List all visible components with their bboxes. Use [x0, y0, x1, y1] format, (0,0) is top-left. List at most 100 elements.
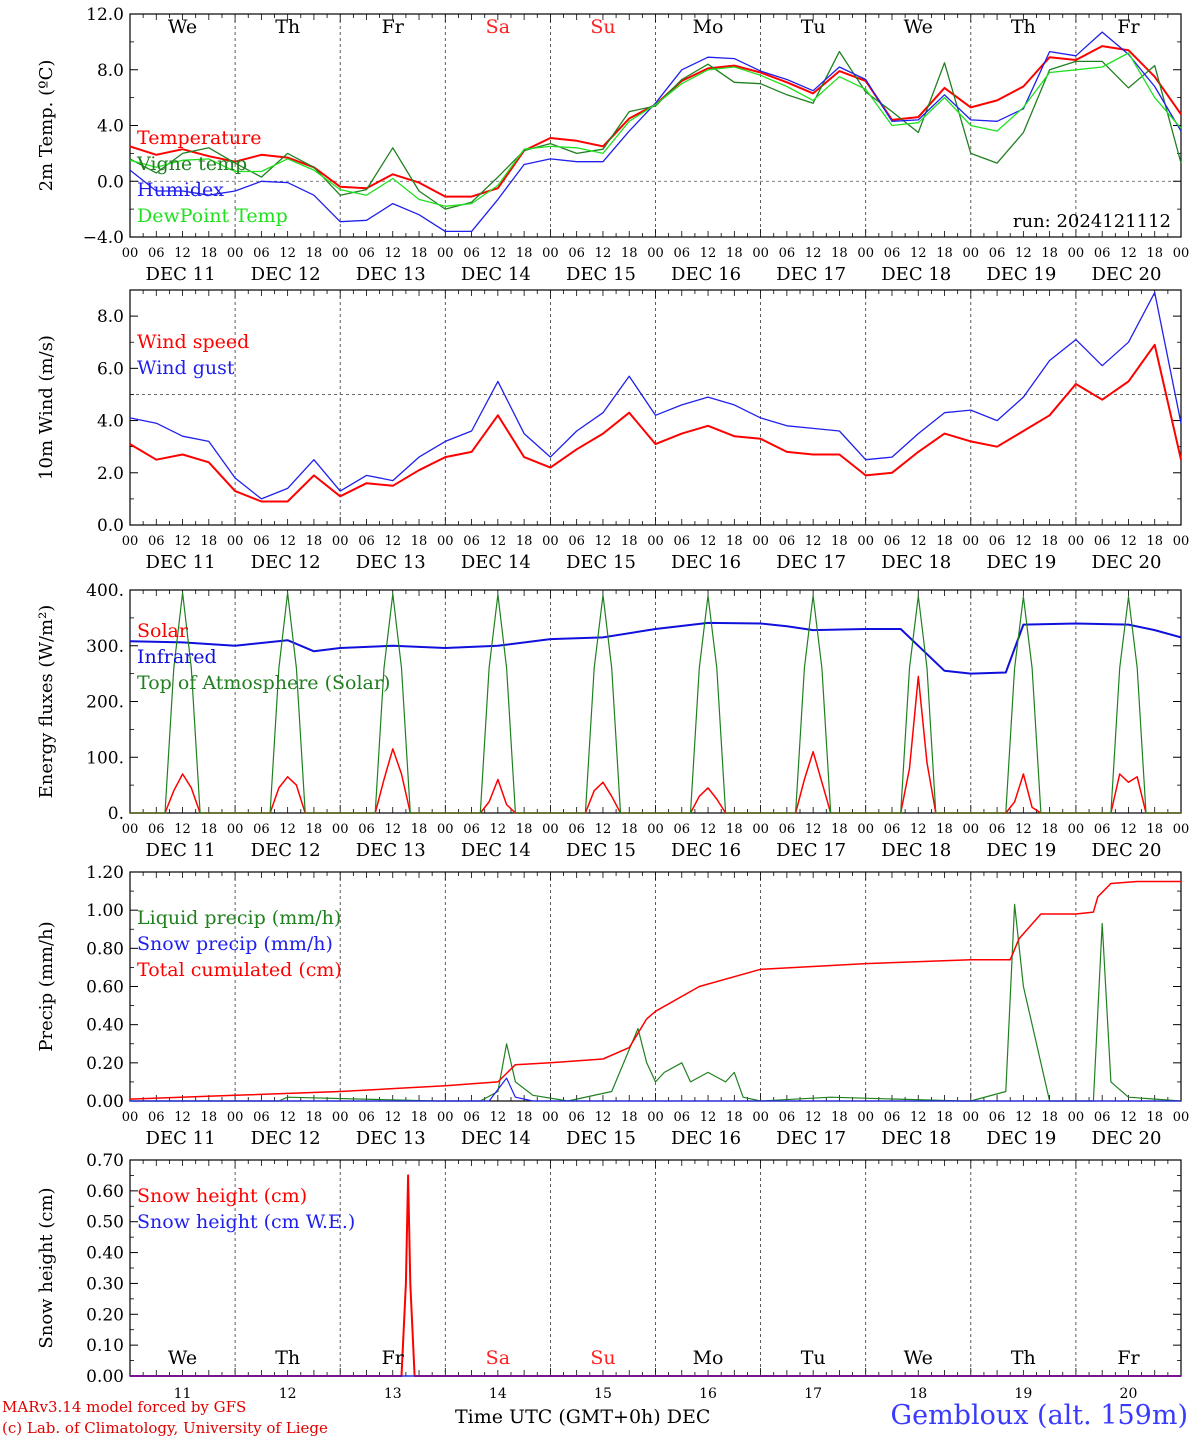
hour-tick-label: 06	[568, 1110, 585, 1125]
y-tick-label: −4.0	[83, 228, 124, 248]
hour-tick-label: 06	[674, 246, 691, 261]
date-label: DEC 11	[146, 1128, 216, 1149]
weekday-label: Fr	[1117, 16, 1140, 38]
series-wind-gust	[129, 291, 1182, 500]
hour-tick-label: 18	[516, 534, 533, 549]
hour-tick-label: 12	[805, 822, 822, 837]
hour-tick-label: 12	[279, 246, 296, 261]
hour-tick-label: 18	[726, 246, 743, 261]
y-tick-label: 0.30	[86, 1274, 124, 1294]
hour-tick-label: 18	[201, 822, 218, 837]
hour-tick-label: 00	[857, 246, 874, 261]
hour-tick-label: 12	[700, 822, 717, 837]
hour-tick-label: 18	[201, 246, 218, 261]
hour-tick-label: 06	[253, 822, 270, 837]
hour-tick-label: 12	[595, 1110, 612, 1125]
hour-tick-label: 18	[831, 534, 848, 549]
hour-tick-label: 00	[963, 822, 980, 837]
hour-tick-label: 12	[174, 246, 191, 261]
hour-tick-label: 06	[674, 1110, 691, 1125]
date-label: DEC 15	[566, 1128, 636, 1149]
y-tick-label: 8.0	[97, 61, 124, 81]
y-tick-label: 0.60	[86, 1182, 124, 1202]
weekday-label: Tu	[801, 16, 826, 38]
hour-tick-label: 18	[411, 1110, 428, 1125]
day-number-label: 13	[384, 1386, 402, 1402]
series-solar	[130, 675, 1181, 814]
hour-tick-label: 06	[779, 1110, 796, 1125]
hour-tick-label: 06	[989, 1110, 1006, 1125]
day-number-label: 15	[594, 1386, 612, 1402]
weekday-label: Fr	[382, 1347, 405, 1369]
hour-tick-label: 06	[779, 822, 796, 837]
y-tick-label: 0.0	[97, 172, 124, 192]
day-number-label: 20	[1120, 1386, 1138, 1402]
panel-5: 0.00 0.10 0.20 0.30 0.40 0.50 0.60 0.70 Snow hei…	[36, 1151, 1182, 1402]
hour-tick-label: 18	[726, 822, 743, 837]
date-label: DEC 15	[566, 264, 636, 285]
hour-tick-label: 18	[411, 534, 428, 549]
hour-tick-label: 12	[174, 1110, 191, 1125]
legend-entry: Wind gust	[137, 357, 235, 379]
date-label: DEC 15	[566, 552, 636, 573]
hour-tick-label: 12	[174, 822, 191, 837]
hour-tick-label: 00	[752, 246, 769, 261]
series-infrared	[129, 621, 1182, 675]
hour-tick-label: 00	[332, 1110, 349, 1125]
hour-tick-label: 00	[332, 246, 349, 261]
panel-2: 0.0 2.0 4.0 6.0 8.0 10m Wind (m/s) Wind speed W…	[36, 289, 1189, 573]
date-label: DEC 16	[671, 264, 741, 285]
hour-tick-label: 06	[253, 534, 270, 549]
date-label: DEC 17	[776, 840, 846, 861]
date-label: DEC 13	[356, 264, 426, 285]
hour-tick-label: 18	[831, 246, 848, 261]
hour-tick-label: 18	[936, 1110, 953, 1125]
weekday-label: We	[168, 1347, 197, 1369]
hour-tick-label: 06	[358, 246, 375, 261]
hour-tick-label: 06	[1094, 1110, 1111, 1125]
date-label: DEC 16	[671, 552, 741, 573]
station-name: Gembloux (alt. 159m)	[890, 1400, 1188, 1431]
hour-tick-label: 12	[805, 534, 822, 549]
hour-tick-label: 18	[201, 1110, 218, 1125]
plot-frame	[129, 589, 1182, 814]
hour-tick-label: 18	[1041, 1110, 1058, 1125]
hour-tick-label: 18	[1146, 534, 1163, 549]
hour-tick-label: 18	[306, 822, 323, 837]
date-label: DEC 14	[461, 264, 531, 285]
hour-tick-label: 12	[805, 1110, 822, 1125]
date-label: DEC 12	[251, 264, 321, 285]
hour-tick-label: 00	[227, 822, 244, 837]
hour-tick-label: 12	[595, 246, 612, 261]
hour-tick-label: 18	[1041, 822, 1058, 837]
time-axis-title: Time UTC (GMT+0h) DEC	[455, 1406, 711, 1428]
hour-tick-label: 18	[1041, 246, 1058, 261]
hour-tick-label: 00	[857, 822, 874, 837]
series-top-of-atmosphere-solar	[130, 592, 1181, 814]
weekday-label: Mo	[693, 1347, 724, 1369]
day-number-label: 18	[909, 1386, 927, 1402]
hour-tick-label: 00	[1068, 1110, 1085, 1125]
hour-tick-label: 06	[463, 1110, 480, 1125]
hour-tick-label: 00	[542, 534, 559, 549]
y-tick-label: 200.	[86, 693, 124, 713]
hour-tick-label: 06	[884, 534, 901, 549]
hour-tick-label: 12	[279, 1110, 296, 1125]
date-label: DEC 19	[986, 264, 1056, 285]
hour-tick-label: 18	[411, 822, 428, 837]
legend-entry: Liquid precip (mm/h)	[137, 907, 341, 929]
day-number-label: 16	[699, 1386, 717, 1402]
hour-tick-label: 00	[1173, 1110, 1190, 1125]
hour-tick-label: 06	[779, 246, 796, 261]
hour-tick-label: 06	[884, 1110, 901, 1125]
hour-tick-label: 06	[463, 534, 480, 549]
weekday-label: Tu	[801, 1347, 826, 1369]
hour-tick-label: 18	[831, 822, 848, 837]
legend-entry: Humidex	[137, 179, 224, 201]
hour-tick-label: 06	[358, 1110, 375, 1125]
hour-tick-label: 06	[1094, 822, 1111, 837]
day-number-label: 12	[279, 1386, 297, 1402]
hour-tick-label: 06	[148, 822, 165, 837]
hour-tick-label: 06	[1094, 534, 1111, 549]
hour-tick-label: 00	[647, 1110, 664, 1125]
